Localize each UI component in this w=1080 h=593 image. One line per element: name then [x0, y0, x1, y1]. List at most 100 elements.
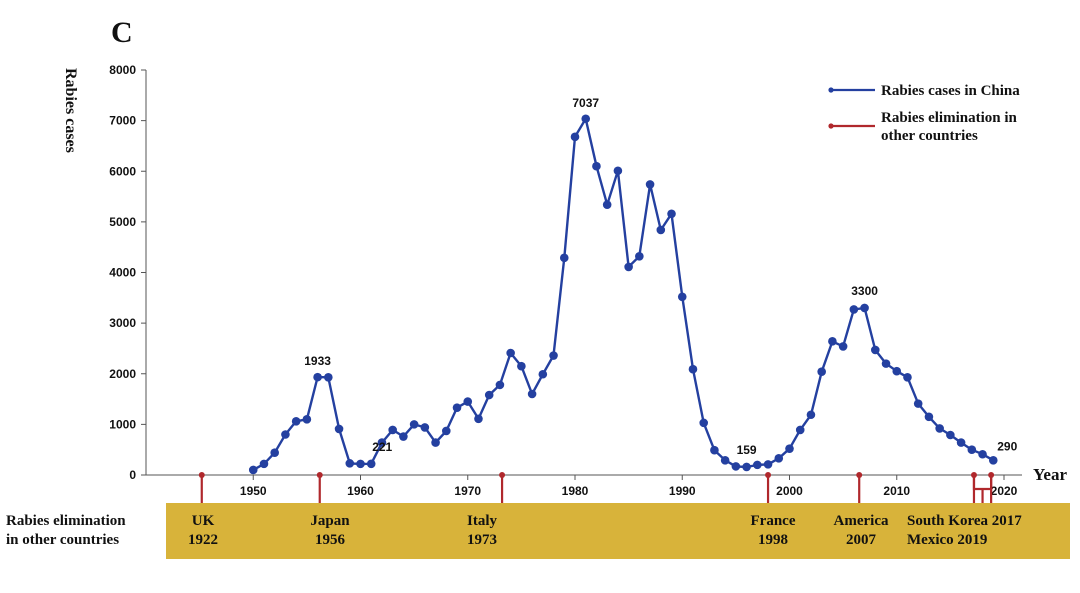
band-entry-italy-country: Italy	[467, 513, 497, 529]
data-point	[677, 292, 687, 302]
data-point	[270, 448, 280, 458]
elimination-marker-bracket	[972, 475, 993, 503]
band-entry-france-year: 1998	[758, 532, 788, 548]
data-point	[592, 161, 601, 171]
legend-label-elimination-line2: other countries	[881, 128, 978, 144]
data-point	[881, 359, 891, 368]
elimination-band	[166, 503, 1070, 559]
data-point	[817, 367, 826, 377]
data-point	[710, 445, 719, 455]
data-point	[420, 423, 430, 432]
x-tick-label: 2010	[883, 484, 910, 498]
band-entry-america: America 2007	[818, 512, 904, 550]
band-entry-france: France 1998	[730, 512, 816, 550]
data-point	[613, 166, 623, 176]
data-point	[302, 415, 312, 424]
data-point	[795, 425, 805, 435]
data-point	[838, 342, 848, 351]
data-point	[474, 414, 483, 424]
band-label-line2: in other countries	[6, 532, 120, 548]
panel-label: C	[111, 16, 133, 49]
data-point	[248, 465, 258, 475]
x-tick-label: 2020	[991, 484, 1018, 498]
data-label: 290	[997, 439, 1017, 453]
data-point	[388, 425, 397, 435]
data-point	[988, 456, 998, 465]
series-line	[252, 117, 994, 471]
elimination-marker-dot	[316, 472, 323, 478]
data-point	[924, 412, 934, 422]
x-tick-label: 1990	[669, 484, 696, 498]
data-point	[946, 430, 955, 440]
data-point	[624, 262, 633, 272]
y-tick-label: 8000	[109, 63, 136, 77]
data-point	[860, 303, 869, 313]
data-point	[549, 351, 558, 360]
y-tick-label: 0	[129, 468, 136, 482]
data-label: 7037	[572, 96, 599, 110]
y-tick-label: 2000	[109, 367, 136, 381]
band-entry-uk-year: 1922	[188, 532, 218, 548]
data-point	[259, 459, 269, 469]
legend-label-cases: Rabies cases in China	[881, 83, 1020, 99]
x-tick-label: 1970	[454, 484, 481, 498]
series-rabies-cases	[248, 114, 998, 475]
band-entry-america-country: America	[833, 513, 889, 529]
band-entry-japan-year: 1956	[315, 532, 345, 548]
data-point	[935, 424, 944, 433]
data-point	[334, 424, 344, 434]
data-point	[291, 417, 301, 426]
x-tick-label: 1950	[240, 484, 267, 498]
data-label: 159	[737, 443, 757, 457]
data-point	[602, 200, 612, 209]
x-tick-label: 2000	[776, 484, 803, 498]
data-point	[356, 459, 365, 469]
data-point	[892, 366, 902, 376]
band-entry-uk-country: UK	[191, 513, 215, 529]
data-point	[366, 459, 376, 469]
band-entry-america-year: 2007	[846, 532, 876, 548]
data-point	[688, 364, 698, 374]
data-point	[656, 225, 666, 235]
data-point	[956, 438, 966, 447]
data-point	[463, 397, 473, 406]
y-tick-label: 7000	[109, 114, 136, 128]
data-point	[645, 180, 655, 189]
band-entry-japan: Japan 1956	[290, 512, 370, 550]
y-tick-label: 5000	[109, 215, 136, 229]
data-point	[345, 459, 355, 468]
data-point	[967, 445, 977, 454]
data-point	[399, 432, 408, 441]
data-point	[720, 456, 730, 465]
data-point	[871, 345, 880, 355]
data-point	[806, 410, 816, 420]
data-point	[903, 372, 912, 382]
data-point	[699, 418, 708, 428]
legend: Rabies cases in China Rabies elimination…	[828, 83, 1020, 144]
data-point	[431, 438, 440, 447]
y-tick-label: 4000	[109, 266, 136, 280]
data-point	[570, 132, 580, 142]
x-axis-title: Year	[1033, 465, 1067, 484]
legend-marker-cases	[828, 87, 834, 93]
data-point	[324, 372, 333, 382]
data-point	[281, 430, 290, 439]
data-point	[828, 337, 837, 346]
elimination-marker-dot	[765, 472, 772, 478]
band-entry-italy-year: 1973	[467, 532, 497, 548]
y-tick-label: 6000	[109, 164, 136, 178]
tick-labels: 0 1000 2000 3000 4000 5000 6000 7000 8000 1950 196…	[109, 63, 1017, 498]
data-labels: 1933 221 7037 159 3300 290	[304, 96, 1017, 457]
data-point	[667, 209, 676, 219]
elimination-markers	[198, 472, 995, 503]
y-axis-title: Rabies cases	[62, 68, 79, 153]
x-tick-label: 1980	[562, 484, 589, 498]
data-point	[506, 348, 515, 358]
data-point	[313, 372, 322, 382]
data-point	[495, 380, 505, 390]
band-entry-south-korea: South Korea 2017	[907, 513, 1022, 529]
legend-label-elimination-line1: Rabies elimination in	[881, 110, 1018, 126]
data-point	[484, 390, 494, 400]
band-entry-uk: UK 1922	[168, 512, 238, 550]
band-entry-japan-country: Japan	[310, 513, 350, 529]
